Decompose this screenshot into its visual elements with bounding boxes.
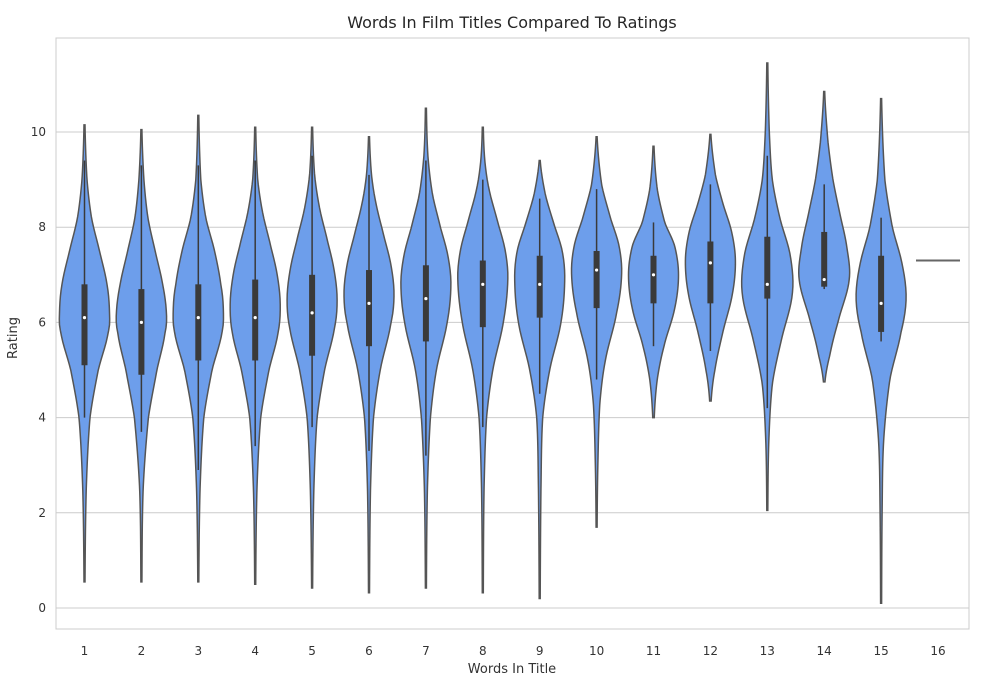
violin-median-dot (82, 316, 87, 320)
violin-iqr-box (252, 279, 259, 361)
violin-iqr-box (593, 251, 600, 309)
violin-group (627, 145, 680, 419)
violin-median-dot (481, 282, 485, 286)
violin-iqr-box (195, 284, 202, 361)
violin-median-dot (538, 282, 542, 286)
x-tick-label: 6 (365, 644, 373, 658)
y-tick-label: 10 (31, 125, 46, 139)
x-axis-label: Words In Title (468, 662, 556, 677)
y-tick-label: 0 (38, 601, 46, 615)
plot-frame (55, 37, 970, 630)
x-tick-label: 4 (251, 644, 259, 658)
violin-group (740, 62, 794, 512)
violin-median-dot (708, 261, 713, 265)
x-tick-label: 8 (479, 644, 487, 658)
y-tick-label: 8 (38, 220, 46, 234)
x-tick-label: 12 (703, 644, 718, 658)
violin-iqr-box (707, 241, 714, 304)
violin-group (457, 126, 509, 594)
y-tick-label: 4 (38, 411, 46, 425)
violin-group (513, 159, 566, 600)
violin-iqr-box (138, 289, 145, 375)
violin-group (343, 136, 395, 594)
violin-median-dot (651, 273, 656, 277)
x-tick-label: 9 (536, 644, 544, 658)
violin-median-dot (822, 277, 826, 282)
y-tick-label: 6 (38, 315, 46, 329)
violin-iqr-box (479, 260, 486, 328)
violin-iqr-box (309, 274, 316, 356)
violin-group (115, 128, 168, 583)
violin-iqr-box (81, 284, 88, 366)
x-tick-label: 11 (646, 644, 661, 658)
x-tick-label: 14 (817, 644, 832, 658)
violin-group (58, 124, 111, 583)
violin-layer (58, 62, 960, 604)
y-axis-label: Rating (6, 317, 21, 359)
violin-median-dot (253, 316, 257, 320)
x-tick-label: 15 (873, 644, 888, 658)
violin-median-dot (367, 301, 371, 305)
violin-median-dot (310, 311, 314, 315)
violin-group (797, 90, 851, 383)
violin-group (684, 133, 737, 402)
violin-median-dot (139, 320, 143, 324)
y-tick-label: 2 (38, 506, 46, 520)
violin-iqr-box (536, 255, 543, 318)
x-tick-label: 10 (589, 644, 604, 658)
violin-median-dot (424, 297, 428, 301)
violin-group (855, 97, 907, 604)
violin-iqr-box (422, 265, 429, 342)
violin-iqr-box (821, 231, 828, 287)
x-tick-label: 1 (81, 644, 89, 658)
x-tick-label: 7 (422, 644, 430, 658)
x-tick-label: 3 (194, 644, 202, 658)
violin-group (229, 126, 281, 585)
x-tick-label: 5 (308, 644, 316, 658)
violin-group (570, 136, 623, 528)
violin-iqr-box (878, 255, 885, 332)
violin-iqr-box (366, 270, 372, 347)
x-tick-label: 13 (760, 644, 775, 658)
violin-group (286, 126, 338, 589)
violin-median-dot (765, 282, 769, 286)
violin-group (172, 114, 225, 583)
violin-body (855, 97, 907, 604)
violin-group (400, 107, 452, 589)
violin-median-dot (879, 301, 883, 305)
violin-iqr-box (764, 236, 771, 299)
x-tick-label: 2 (138, 644, 146, 658)
violin-iqr-box (650, 255, 657, 304)
x-tick-label: 16 (930, 644, 945, 658)
violin-median-dot (196, 316, 200, 320)
violin-median-dot (595, 268, 599, 272)
chart-title: Words In Film Titles Compared To Ratings (347, 13, 676, 32)
